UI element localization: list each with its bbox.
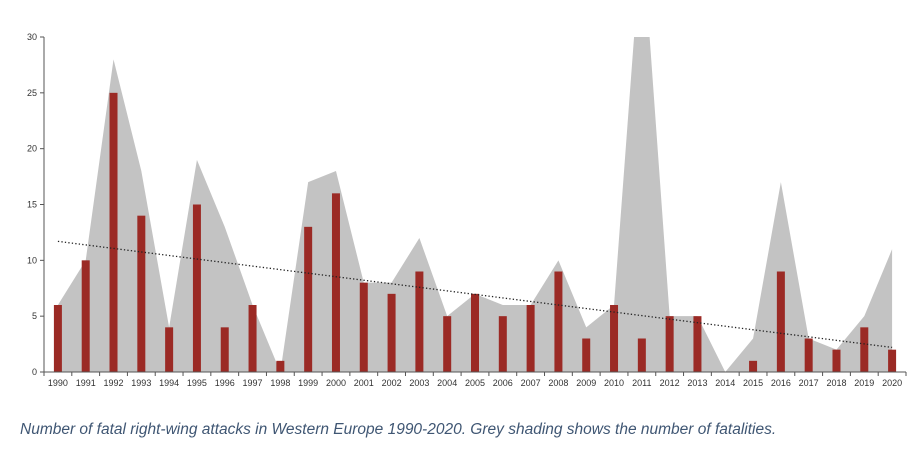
bar-2011 xyxy=(637,338,646,372)
x-tick-label-2020: 2020 xyxy=(882,378,902,388)
x-tick-label-2008: 2008 xyxy=(548,378,568,388)
bar-2019 xyxy=(860,327,869,372)
y-tick-label-10: 10 xyxy=(27,255,37,265)
bar-2012 xyxy=(665,316,674,372)
chart: 0 5 10 15 20 25 30 1990 1991 1992 1993 1994 1995 1996… xyxy=(27,32,907,388)
x-tick-label-2011: 2011 xyxy=(632,378,651,388)
bar-2004 xyxy=(443,316,452,372)
x-tick-label-1997: 1997 xyxy=(243,378,263,388)
bar-2001 xyxy=(359,282,368,372)
bar-2000 xyxy=(331,193,340,372)
x-tick-label-2015: 2015 xyxy=(743,378,763,388)
x-tick-label-1992: 1992 xyxy=(104,378,124,388)
bar-1996 xyxy=(220,327,229,372)
bar-2009 xyxy=(582,338,591,372)
x-tick-label-2005: 2005 xyxy=(465,378,485,388)
x-tick-label-2009: 2009 xyxy=(576,378,596,388)
bar-1990 xyxy=(53,305,62,372)
axes-layer: 0 5 10 15 20 25 30 1990 1991 1992 1993 1994 1995 1996… xyxy=(27,32,907,388)
x-tick-label-1993: 1993 xyxy=(131,378,151,388)
x-tick-label-1996: 1996 xyxy=(215,378,235,388)
y-tick-label-25: 25 xyxy=(27,88,37,98)
bar-2015 xyxy=(749,360,758,372)
y-tick-label-0: 0 xyxy=(32,367,37,377)
x-tick-label-1994: 1994 xyxy=(159,378,179,388)
y-tick-label-5: 5 xyxy=(32,311,37,321)
x-tick-label-1999: 1999 xyxy=(298,378,318,388)
x-tick-label-2019: 2019 xyxy=(854,378,874,388)
bar-1993 xyxy=(137,215,146,372)
x-tick-label-2000: 2000 xyxy=(326,378,346,388)
bar-2013 xyxy=(693,316,702,372)
x-tick-label-2013: 2013 xyxy=(687,378,707,388)
bar-1997 xyxy=(248,305,257,372)
x-tick-label-2002: 2002 xyxy=(382,378,402,388)
y-tick-label-15: 15 xyxy=(27,200,37,210)
x-tick-label-2016: 2016 xyxy=(771,378,791,388)
x-tick-label-2004: 2004 xyxy=(437,378,457,388)
bar-2002 xyxy=(387,293,396,372)
bar-2006 xyxy=(498,316,507,372)
bars-layer xyxy=(53,92,897,372)
x-tick-label-1998: 1998 xyxy=(270,378,290,388)
bar-2018 xyxy=(832,349,841,372)
bar-1999 xyxy=(304,226,313,372)
bar-2003 xyxy=(415,271,424,372)
y-tick-label-20: 20 xyxy=(27,144,37,154)
x-tick-label-1991: 1991 xyxy=(76,378,96,388)
chart-caption: Number of fatal right-wing attacks in We… xyxy=(20,421,777,438)
x-tick-label-2012: 2012 xyxy=(660,378,680,388)
bar-2008 xyxy=(554,271,563,372)
bar-2005 xyxy=(471,293,479,372)
bar-1994 xyxy=(165,327,174,372)
bar-2016 xyxy=(776,271,785,372)
bar-2020 xyxy=(888,349,897,372)
bar-2017 xyxy=(804,338,813,372)
x-tick-label-2014: 2014 xyxy=(715,378,735,388)
trend-line xyxy=(57,240,893,349)
bar-1995 xyxy=(192,204,201,372)
y-tick-label-30: 30 xyxy=(27,32,37,42)
x-tick-label-2001: 2001 xyxy=(354,378,374,388)
x-tick-label-2007: 2007 xyxy=(521,378,541,388)
x-tick-label-2006: 2006 xyxy=(493,378,513,388)
bar-1998 xyxy=(276,360,285,372)
x-tick-label-2017: 2017 xyxy=(799,378,819,388)
bar-2010 xyxy=(610,305,619,372)
bar-1991 xyxy=(81,260,90,372)
x-tick-label-2018: 2018 xyxy=(826,378,846,388)
bar-1992 xyxy=(109,92,118,372)
bar-2007 xyxy=(526,305,535,372)
trend-layer xyxy=(57,240,893,349)
x-tick-label-1995: 1995 xyxy=(187,378,207,388)
x-tick-label-2003: 2003 xyxy=(409,378,429,388)
x-tick-label-2010: 2010 xyxy=(604,378,624,388)
x-tick-label-1990: 1990 xyxy=(48,378,68,388)
